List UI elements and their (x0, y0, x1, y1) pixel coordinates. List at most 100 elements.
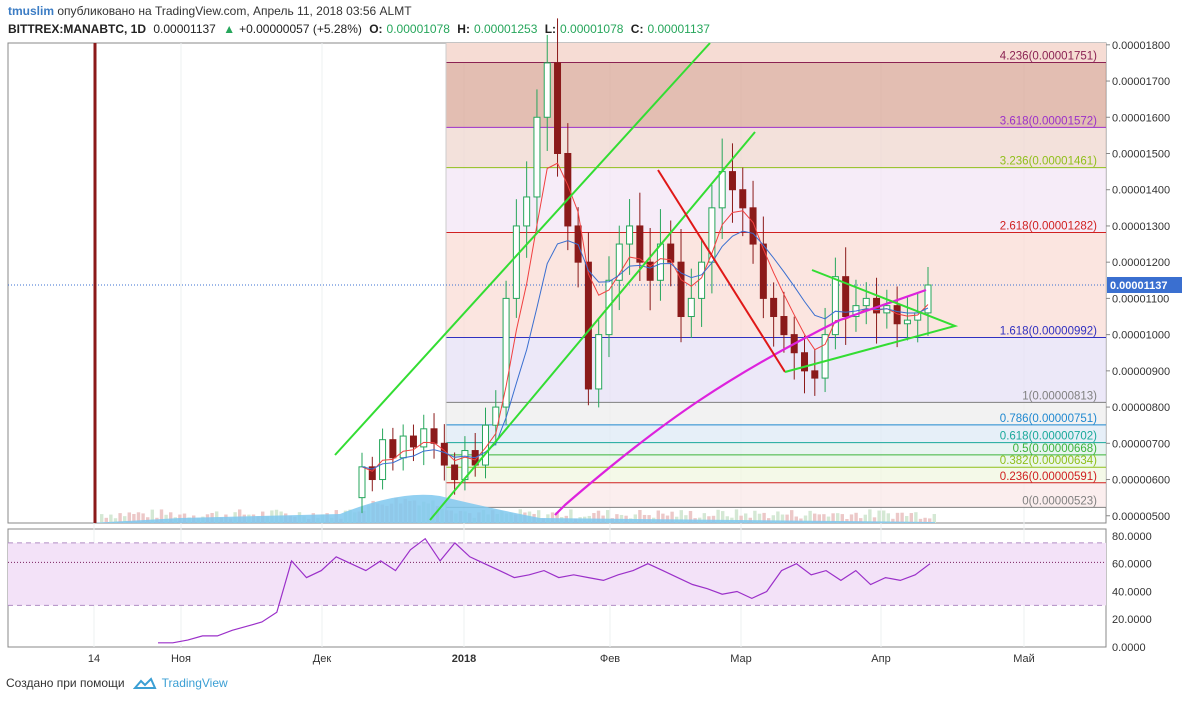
ma-long-line (554, 288, 927, 516)
open-value: 0.00001078 (386, 22, 450, 36)
volume-bar (684, 515, 688, 523)
candle-body (615, 243, 623, 281)
fib-label: 3.236(0.00001461) (1000, 156, 1097, 168)
volume-bar (150, 509, 154, 523)
volume-bar (100, 514, 104, 523)
header-line-2: BITTREX:MANABTC, 1D 0.00001137 ▲ +0.00000… (8, 22, 714, 36)
candle-body (914, 312, 922, 321)
candle-body (368, 466, 376, 481)
candle-body (636, 225, 644, 263)
close-label: C: (630, 22, 644, 36)
volume-bar (136, 512, 141, 523)
volume-bar (882, 510, 886, 523)
candle-body (656, 243, 664, 281)
volume-bar (932, 514, 936, 523)
open-label: O: (369, 22, 383, 36)
volume-bar (725, 516, 729, 523)
volume-bar (656, 510, 660, 523)
candle-body (451, 464, 459, 481)
footer: Создано при помощи TradingView (6, 676, 228, 690)
fib-zone (446, 402, 1106, 425)
y-tick-label: 0.00000600 (1112, 475, 1170, 487)
candle-body (523, 196, 531, 227)
y-tick-label: 0.00001600 (1112, 112, 1170, 124)
fib-zone (446, 424, 1106, 443)
high-value: 0.00001253 (473, 22, 538, 36)
downtrend-line (657, 169, 786, 373)
volume-bar (123, 516, 127, 523)
x-tick-label: Ноя (171, 653, 191, 665)
tradingview-link[interactable]: TradingView (132, 676, 228, 690)
volume-bar (813, 513, 817, 523)
x-tick-label: Май (1013, 653, 1035, 665)
volume-bar (895, 512, 900, 523)
tradingview-brand[interactable]: TradingView (161, 676, 228, 690)
volume-bar (776, 511, 780, 523)
volume-bar (238, 509, 242, 523)
volume-bar (141, 513, 145, 523)
volume-bar (845, 518, 849, 523)
candle-body (430, 428, 438, 444)
candle-body (543, 62, 551, 118)
volume-bar (859, 518, 863, 523)
volume-bar (707, 516, 711, 523)
fib-zone (446, 442, 1106, 455)
channel-lower-line (429, 131, 756, 521)
volume-bar (711, 515, 716, 523)
volume-bar (762, 512, 766, 523)
y-tick-label: 0.00001100 (1112, 293, 1169, 305)
volume-bar (886, 513, 890, 523)
volume-bar (872, 517, 877, 523)
volume-bar (734, 509, 739, 523)
volume-bar (794, 516, 798, 523)
volume-bar (836, 513, 840, 523)
low-label: L: (544, 22, 557, 36)
x-tick-label: 2018 (452, 653, 476, 665)
symbol-label: BITTREX:MANABTC, 1D (8, 22, 146, 36)
candle-body (420, 428, 428, 448)
change-value: +0.00000057 (+5.28%) (239, 22, 362, 36)
x-tick-label: Мар (730, 653, 752, 665)
close-value: 0.00001137 (647, 22, 710, 36)
volume-bar (109, 514, 113, 523)
candle-body (584, 261, 592, 390)
created-with-text: Создано при помощи (6, 676, 125, 690)
last-price: 0.00001137 (153, 22, 216, 36)
volume-bar (753, 510, 757, 523)
volume-bar (909, 513, 913, 523)
volume-bar (569, 509, 573, 523)
y-tick-label: 0.00000700 (1112, 438, 1170, 450)
fib-zone-top (446, 43, 1106, 63)
candle-body (533, 116, 541, 198)
volume-bar (790, 510, 794, 523)
volume-bar (831, 513, 835, 523)
x-tick-label: Апр (871, 653, 890, 665)
x-tick-label: Фев (600, 653, 620, 665)
candle-body (677, 261, 685, 318)
rsi-tick-label: 60.0000 (1112, 559, 1152, 571)
fib-label: 1(0.00000813) (1022, 390, 1097, 402)
volume-bar (537, 510, 541, 523)
candle-body (512, 225, 520, 299)
volume-bar (169, 512, 173, 523)
volume-bar (615, 514, 619, 523)
volume-bar (918, 518, 923, 523)
volume-bar (891, 518, 895, 523)
candle-body (399, 435, 407, 459)
candle-body (564, 152, 572, 227)
published-info: опубликовано на TradingView.com, Апрель … (57, 4, 412, 18)
candle-body (924, 284, 932, 314)
y-tick-label: 0.00001300 (1112, 221, 1170, 233)
volume-bar (606, 510, 610, 523)
author-name[interactable]: tmuslim (8, 4, 55, 18)
volume-bar (670, 511, 674, 523)
fib-label: 0.236(0.00000591) (1000, 471, 1097, 483)
volume-bar (550, 512, 555, 523)
volume-bar (642, 514, 647, 523)
current-price-label: 0.00001137 (1110, 280, 1168, 292)
candle-body (759, 243, 767, 299)
volume-bar (592, 513, 596, 523)
candle-body (811, 370, 819, 379)
candle-body (831, 276, 839, 336)
